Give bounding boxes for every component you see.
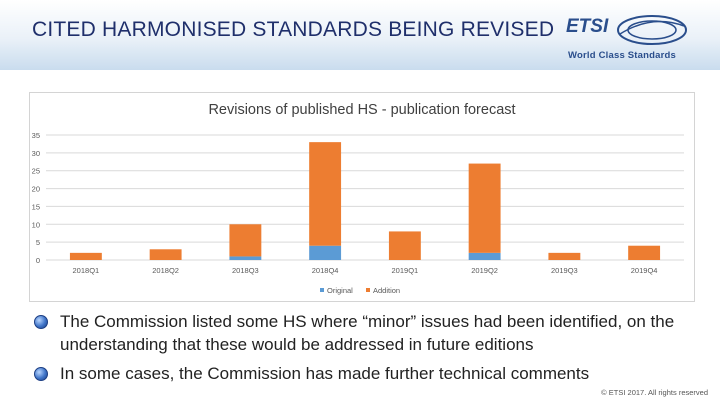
bar-addition	[388, 231, 421, 260]
chart-container: Revisions of published HS - publication …	[29, 92, 695, 302]
x-tick-label: 2018Q2	[152, 266, 179, 275]
y-tick-label: 35	[32, 131, 40, 140]
x-tick-label: 2018Q3	[232, 266, 259, 275]
y-tick-label: 20	[32, 185, 40, 194]
bullet-item: The Commission listed some HS where “min…	[34, 310, 694, 356]
x-tick-label: 2018Q4	[312, 266, 339, 275]
x-tick-label: 2018Q1	[73, 266, 100, 275]
etsi-logo: ETSI World Class Standards	[566, 12, 688, 66]
bullet-item: In some cases, the Commission has made f…	[34, 362, 694, 385]
legend-swatch	[320, 288, 324, 292]
bullet-icon	[34, 315, 48, 329]
logo-swoosh-icon	[617, 15, 687, 45]
y-tick-label: 10	[32, 220, 40, 229]
bullet-icon	[34, 367, 48, 381]
y-tick-label: 5	[36, 238, 40, 247]
y-tick-label: 25	[32, 167, 40, 176]
x-tick-label: 2019Q1	[392, 266, 419, 275]
bar-original	[309, 245, 342, 260]
slide-title: CITED HARMONISED STANDARDS BEING REVISED	[32, 18, 555, 41]
bar-addition	[229, 224, 262, 257]
bar-original	[229, 256, 262, 260]
y-tick-label: 30	[32, 149, 40, 158]
header-band	[0, 0, 720, 70]
legend-label: Original	[327, 286, 353, 295]
chart-svg: 0 5 10 15 20 25 30 35 2018Q1 2018Q2 2018Q3 2018Q4 20…	[32, 131, 684, 295]
copyright-footer: © ETSI 2017. All rights reserved	[601, 388, 708, 397]
bullet-text: In some cases, the Commission has made f…	[60, 364, 590, 383]
bar-addition	[69, 252, 102, 260]
bar-addition	[149, 249, 182, 260]
bar-addition	[548, 252, 581, 260]
logo-name: ETSI	[566, 16, 609, 37]
legend-label: Addition	[373, 286, 400, 295]
bullet-list: The Commission listed some HS where “min…	[34, 310, 694, 385]
x-tick-label: 2019Q4	[631, 266, 658, 275]
logo-tagline: World Class Standards	[568, 50, 677, 61]
bar-original	[468, 252, 501, 260]
y-tick-label: 0	[36, 256, 40, 265]
x-tick-label: 2019Q2	[471, 266, 498, 275]
bar-addition	[628, 245, 661, 260]
chart-title: Revisions of published HS - publication …	[208, 102, 516, 118]
bar-addition	[309, 142, 342, 246]
y-tick-label: 15	[32, 202, 40, 211]
legend-swatch	[366, 288, 370, 292]
bar-addition	[468, 163, 501, 253]
x-tick-label: 2019Q3	[551, 266, 578, 275]
bullet-text: The Commission listed some HS where “min…	[60, 312, 675, 354]
